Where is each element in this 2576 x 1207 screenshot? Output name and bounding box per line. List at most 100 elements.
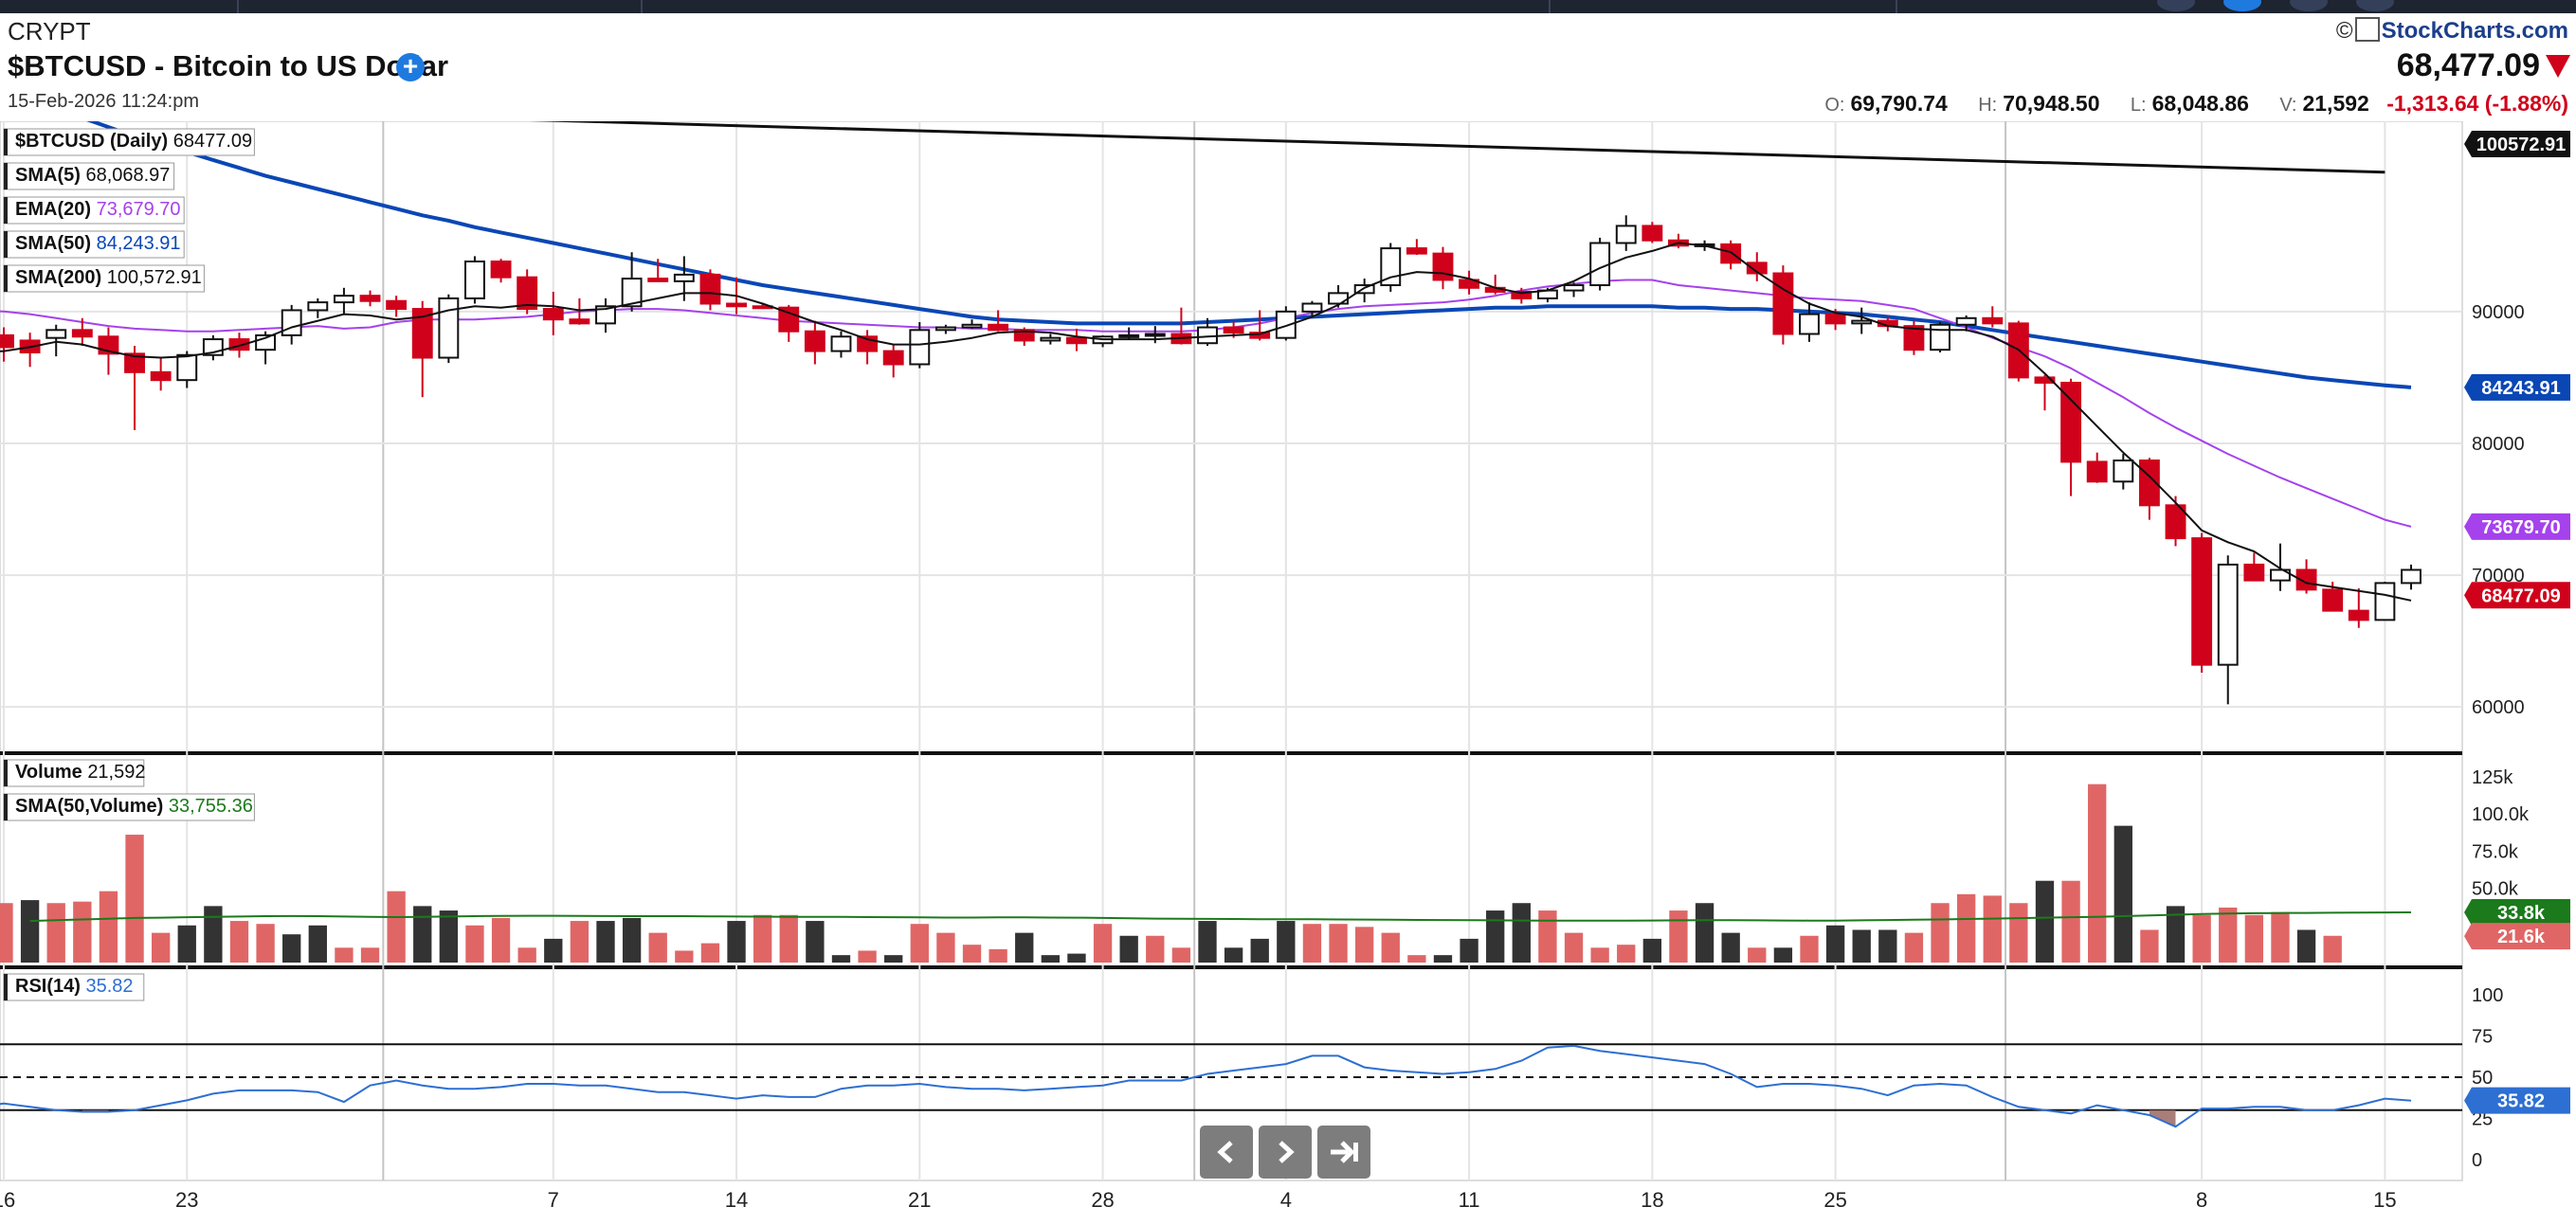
x-axis: 16 23 7 14 21 28 4 11 18 25 8 15 [0, 1188, 2397, 1207]
candle-body [2270, 568, 2291, 582]
price-tag-shape [2464, 582, 2570, 609]
scroll-left-button[interactable] [1200, 1126, 1253, 1179]
volume-bar [648, 932, 667, 963]
volume-tag: 21.6k [2464, 923, 2570, 950]
brand-name: StockCharts.com [2381, 18, 2568, 44]
candlestick [1353, 279, 1375, 303]
candle-body [386, 299, 408, 311]
candlestick [1092, 334, 1114, 348]
candle-body [0, 333, 14, 349]
legend-price-text: $BTCUSD (Daily) 68477.09 [15, 131, 252, 152]
candle-body [281, 309, 302, 336]
x-axis-tick-label: 18 [1641, 1188, 1663, 1207]
candlestick [961, 319, 983, 329]
notification-icon[interactable] [2223, 0, 2261, 11]
candle-body [2374, 582, 2396, 622]
volume-bar [465, 925, 484, 963]
candle-body [2191, 537, 2213, 666]
candlestick [569, 297, 590, 325]
ohlc-summary: O: 69,790.74 H: 70,948.50 L: 68,048.86 V: 21… [1800, 91, 2568, 117]
brand-logo[interactable]: © StockCharts.com [2336, 17, 2568, 45]
candle-body [1459, 279, 1480, 289]
ema20-tag-text: 73679.70 [2481, 517, 2560, 538]
candle-body [2217, 563, 2239, 666]
volume-bar [1041, 955, 1061, 963]
candle-body [359, 295, 381, 302]
candle-body [569, 318, 590, 325]
legend-sma200-value: 100,572.91 [107, 267, 202, 288]
price-change: -1,313.64 (-1.88%) [2386, 91, 2568, 116]
volume-bar [360, 947, 380, 963]
candlestick [2348, 587, 2369, 628]
candlestick [1406, 239, 1427, 256]
legend-sma200-text: SMA(200) 100,572.91 [15, 267, 202, 288]
volume-bar [1460, 938, 1478, 963]
volume-bar [2113, 825, 2132, 963]
legend-ema20-marker [4, 197, 8, 224]
chart-area[interactable]: 90000 80000 70000 60000 125k 100.0k 75.0k 50.0… [0, 121, 2576, 1207]
legend-price-box [3, 128, 255, 156]
volume-bar [308, 925, 327, 963]
ema20-tag: 73679.70 [2464, 513, 2570, 540]
candle-body [726, 302, 747, 308]
candlestick [1118, 327, 1140, 340]
settings-icon[interactable] [2356, 0, 2394, 11]
candlestick [1040, 333, 1061, 345]
volume-bar [727, 921, 746, 963]
volume-bar [2244, 914, 2264, 963]
sma200-tag-text: 100572.91 [2476, 135, 2567, 155]
legend-price-marker [4, 129, 8, 155]
legend-volume-sma-box [3, 793, 255, 821]
rsi-tag: 35.82 [2464, 1087, 2570, 1114]
candlestick [988, 310, 1009, 332]
legend-ema20-value: 73,679.70 [97, 199, 181, 220]
volume-bar [1748, 947, 1767, 963]
candlestick [830, 331, 852, 358]
candlestick [176, 351, 198, 388]
candle-body [1511, 290, 1533, 299]
legend-price: $BTCUSD (Daily) 68477.09 [3, 128, 255, 156]
candle-body [882, 350, 904, 366]
candlestick [124, 346, 145, 431]
legend-volume-sma-label: SMA(50,Volume) [15, 796, 169, 817]
candlestick [857, 330, 879, 365]
user-icon[interactable] [2157, 0, 2195, 11]
candlestick [71, 317, 93, 347]
candle-body [1615, 225, 1637, 244]
volume-sma-tag: 33.8k [2464, 899, 2570, 927]
candle-body [1851, 319, 1873, 325]
volume-bar [2088, 784, 2107, 963]
candlestick [1275, 306, 1297, 341]
volume-bar [1983, 895, 2002, 963]
candlestick [2138, 458, 2160, 520]
legend-volume-value: 21,592 [87, 762, 145, 783]
scroll-to-end-button[interactable] [1317, 1126, 1370, 1179]
candlestick [1799, 302, 1820, 342]
candle-body [333, 295, 354, 304]
volume-bar [1171, 947, 1191, 963]
legend-sma200-label: SMA(200) [15, 267, 107, 288]
candle-body [438, 297, 460, 359]
candle-body [307, 301, 329, 312]
rsi-line [0, 1044, 2412, 1128]
volume-bar [2035, 880, 2055, 963]
volume-bar [2323, 935, 2342, 963]
volume-axis-tick-label: 100.0k [2472, 804, 2530, 825]
candle-body [464, 260, 485, 299]
legend-sma5-marker [4, 163, 8, 189]
legend-sma50: SMA(50) 84,243.91 [3, 230, 185, 259]
legend-rsi-value: 35.82 [85, 976, 133, 997]
volume-bar [700, 943, 720, 963]
add-symbol-icon[interactable]: + [396, 53, 425, 81]
sma200-tag: 100572.91 [2464, 131, 2570, 157]
candlestick [359, 290, 381, 307]
price-panel: 90000 80000 70000 60000 [0, 121, 2525, 718]
candle-body [1328, 292, 1349, 305]
candlestick [1668, 233, 1689, 249]
candle-body [150, 370, 172, 382]
scroll-right-button[interactable] [1259, 1126, 1312, 1179]
candle-body [673, 273, 695, 282]
menu-icon[interactable] [2290, 0, 2328, 11]
volume-bar [204, 906, 223, 963]
candlestick [45, 324, 67, 357]
